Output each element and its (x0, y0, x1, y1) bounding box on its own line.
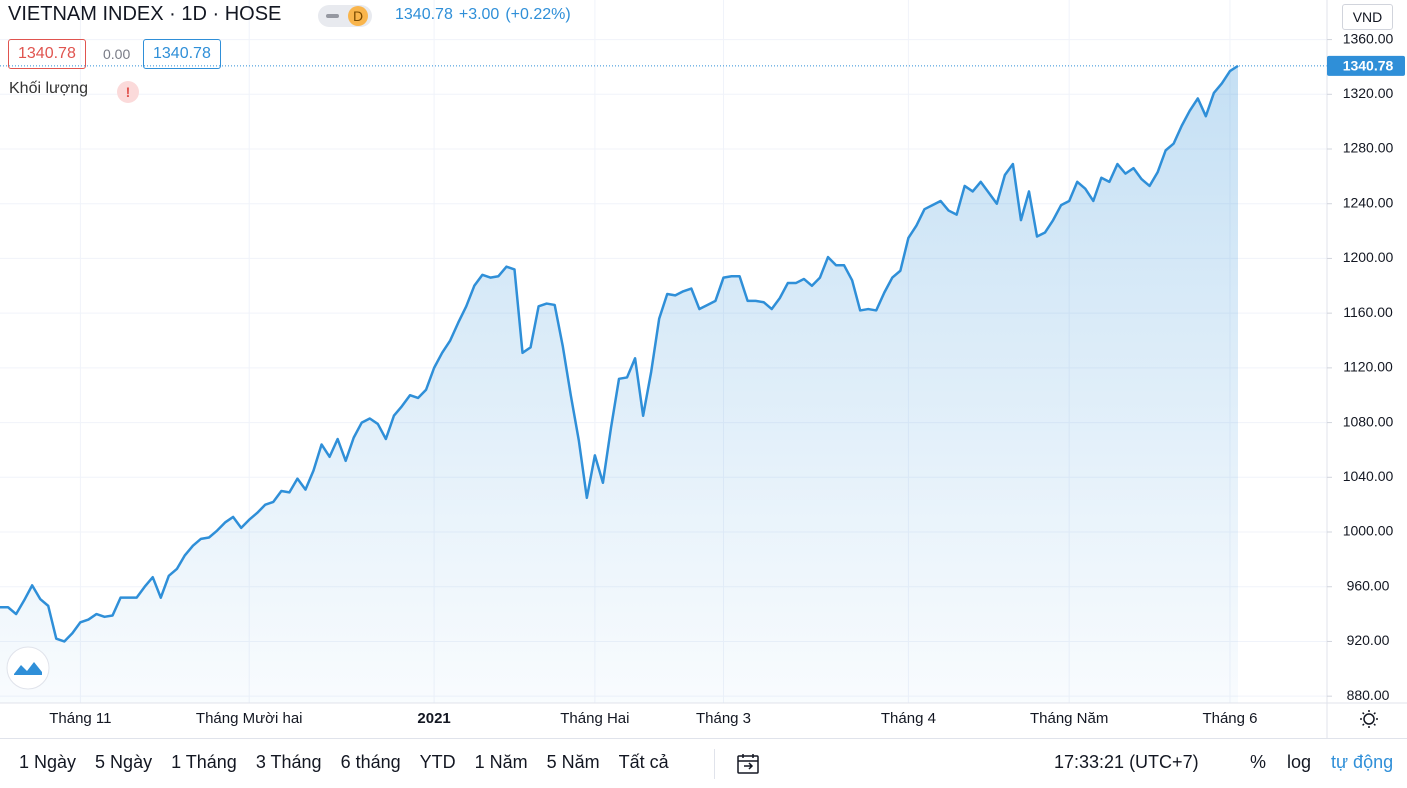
range-button[interactable]: 1 Ngày (19, 752, 77, 772)
y-tick-label: 960.00 (1347, 577, 1390, 593)
separator (714, 749, 715, 779)
legend-open: 1340.78 (8, 39, 86, 69)
legend-change: 0.00 (103, 46, 131, 62)
last-price: 1340.78 (395, 6, 453, 23)
status-pill[interactable]: D (318, 5, 372, 27)
x-tick-label: Tháng 11 (49, 710, 111, 727)
x-tick-label: Tháng 3 (696, 710, 751, 727)
range-button[interactable]: 5 Năm (546, 752, 600, 772)
y-tick-label: 880.00 (1347, 687, 1390, 703)
range-button[interactable]: 3 Tháng (255, 752, 322, 772)
y-tick-label: 1320.00 (1343, 85, 1394, 101)
chart-title: VIETNAM INDEX · 1D · HOSE (8, 3, 282, 25)
range-button[interactable]: 1 Tháng (171, 752, 237, 772)
x-tick-label: Tháng Mười hai (196, 710, 303, 727)
range-button[interactable]: 5 Ngày (95, 752, 153, 772)
toolbar: 1 Ngày 5 Ngày 1 Tháng 3 Tháng 6 tháng YTD 1 Nă… (0, 738, 1407, 788)
status-badge: D (348, 6, 368, 26)
axes: 880.00 920.00 960.00 1000.00 1040.00 1080.00 1… (49, 30, 1405, 727)
chart: 880.00 920.00 960.00 1000.00 1040.00 1080.00 1… (0, 0, 1407, 738)
x-tick-label: Tháng Năm (1030, 710, 1108, 727)
y-tick-label: 1080.00 (1343, 413, 1394, 429)
warning-icon[interactable]: ! (117, 81, 139, 103)
status-dash (326, 14, 339, 18)
x-tick-label: Tháng Hai (560, 710, 629, 727)
y-tick-label: 1240.00 (1343, 194, 1394, 210)
legend-close: 1340.78 (143, 39, 221, 69)
change-pct: (+0.22%) (505, 6, 571, 23)
quote: 1340.78 +3.00 (+0.22%) (395, 6, 577, 24)
y-tick-label: 1160.00 (1343, 304, 1393, 320)
clock: 17:33:21 (UTC+7) (1054, 752, 1199, 772)
y-tick-label: 1200.00 (1343, 249, 1394, 265)
currency-button[interactable]: VND (1342, 4, 1393, 30)
y-tick-label: 1360.00 (1343, 30, 1394, 46)
log-toggle[interactable]: log (1287, 752, 1312, 772)
y-tick-label: 1280.00 (1343, 140, 1394, 156)
last-price-label: 1340.78 (1343, 58, 1394, 74)
x-tick-label: 2021 (417, 710, 450, 727)
y-tick-label: 1000.00 (1343, 523, 1394, 539)
x-tick-label: Tháng 4 (881, 710, 936, 727)
plot (0, 64, 1327, 704)
range-buttons: 1 Ngày 5 Ngày 1 Tháng 3 Tháng 6 tháng YTD 1 Nă… (19, 752, 669, 773)
percent-toggle[interactable]: % (1250, 752, 1267, 772)
auto-toggle[interactable]: tự động (1331, 752, 1394, 772)
change: +3.00 (458, 6, 500, 23)
x-tick-label: Tháng 6 (1202, 710, 1257, 727)
y-tick-label: 1040.00 (1343, 468, 1394, 484)
date-range-icon[interactable] (736, 752, 760, 776)
y-tick-label: 920.00 (1347, 632, 1390, 648)
y-tick-label: 1120.00 (1343, 359, 1393, 375)
last-price-marker (1327, 55, 1405, 76)
range-button[interactable]: Tất cả (618, 752, 669, 772)
range-button[interactable]: YTD (419, 752, 456, 772)
logo[interactable] (6, 646, 50, 690)
volume-label: Khối lượng (9, 80, 89, 97)
price-line (0, 64, 1239, 643)
range-button[interactable]: 6 tháng (340, 752, 401, 772)
settings-icon[interactable] (1360, 710, 1378, 728)
range-button[interactable]: 1 Năm (474, 752, 528, 772)
